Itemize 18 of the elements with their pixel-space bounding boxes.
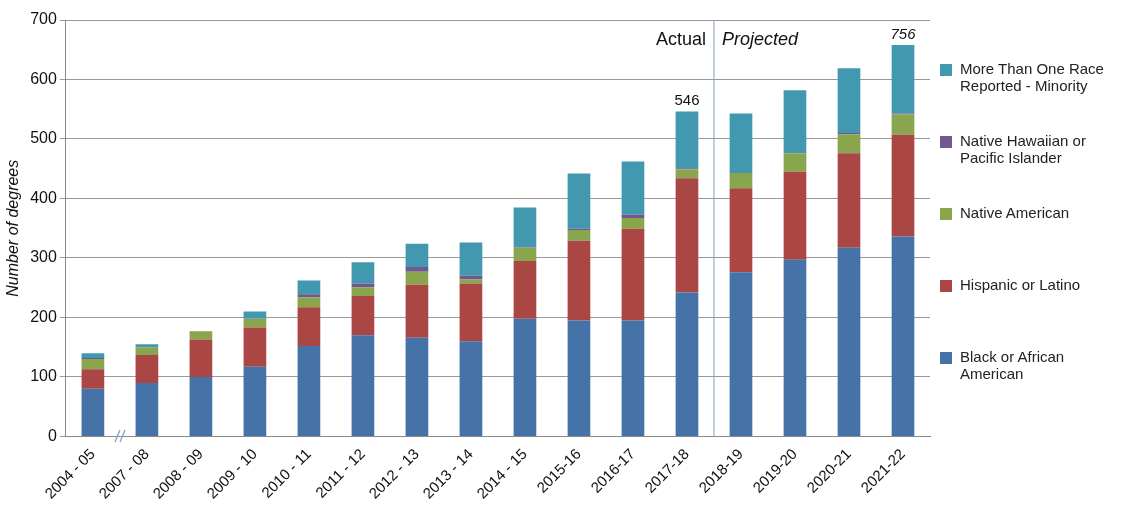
legend-label: Hispanic or Latino xyxy=(960,276,1081,293)
total-label: 546 xyxy=(674,91,700,109)
y-tick-label: 300 xyxy=(30,248,57,266)
legend-label: Native Hawaiian or Pacific Islander xyxy=(960,132,1087,166)
legend-label: More Than One Race Reported - Minority xyxy=(960,60,1105,94)
y-axis-title: Number of degrees xyxy=(4,159,22,297)
y-tick-label: 200 xyxy=(30,307,57,325)
y-tick-label: 0 xyxy=(47,426,57,444)
y-tick-label: 500 xyxy=(30,129,57,147)
y-tick-label: 400 xyxy=(30,188,57,206)
annotation: 756 xyxy=(890,24,917,42)
y-tick-label: 700 xyxy=(30,10,57,28)
annotation: Projected xyxy=(721,29,800,49)
y-tick-label: 600 xyxy=(30,69,57,87)
legend-label: Native American xyxy=(960,204,1070,221)
y-tick-label: 100 xyxy=(30,367,57,385)
legend-label: Black or African American xyxy=(960,348,1066,382)
annotation: Actual xyxy=(655,28,706,49)
